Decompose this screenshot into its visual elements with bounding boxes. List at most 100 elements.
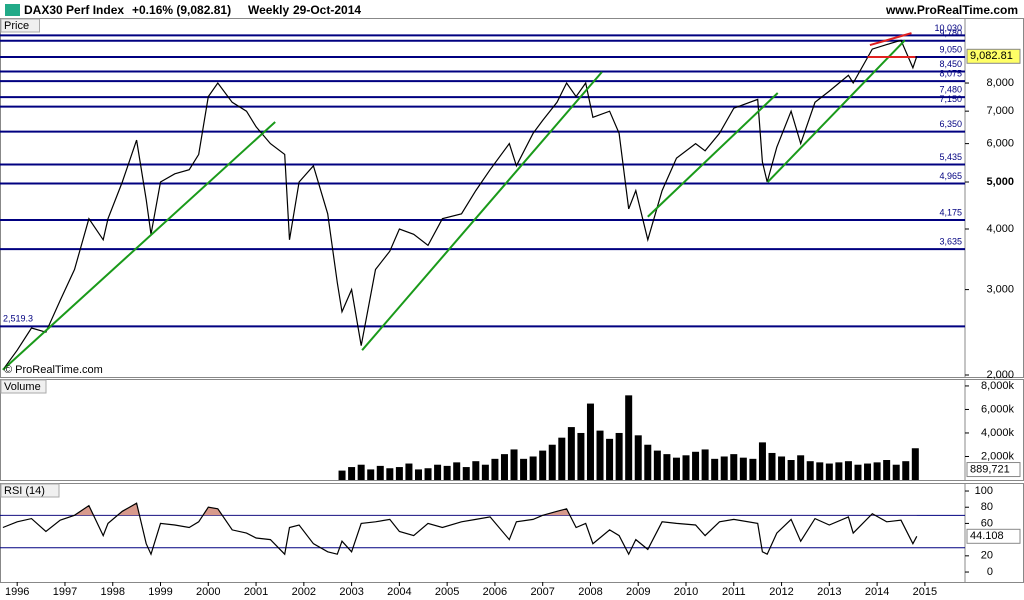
y-tick-label: 5,000 <box>986 176 1014 188</box>
last-value-label: 9,082.81 <box>970 50 1013 62</box>
volume-bar <box>644 444 652 480</box>
plot-area <box>0 32 965 371</box>
level-label: 7,480 <box>939 85 962 95</box>
trendline <box>766 39 906 183</box>
level-label: 8,450 <box>939 59 962 69</box>
volume-bar <box>539 450 547 480</box>
x-tick-label: 2014 <box>865 586 889 598</box>
volume-bar <box>672 457 680 480</box>
x-tick-label: 2005 <box>435 586 459 598</box>
volume-bar <box>892 464 900 480</box>
volume-bar <box>529 456 537 480</box>
level-label: 8,075 <box>939 68 962 78</box>
volume-bar <box>806 461 814 480</box>
volume-bar <box>338 470 346 480</box>
level-label: 10,030 <box>934 23 962 33</box>
trendline <box>2 121 276 371</box>
x-tick-label: 2009 <box>626 586 650 598</box>
x-tick-label: 2010 <box>674 586 698 598</box>
x-tick-label: 1996 <box>5 586 29 598</box>
x-tick-label: 2015 <box>913 586 937 598</box>
volume-bar <box>739 457 747 480</box>
level-label: 9,780 <box>939 28 962 38</box>
x-tick-label: 2012 <box>769 586 793 598</box>
level-label: 4,175 <box>939 207 962 217</box>
volume-bar <box>692 451 700 480</box>
panel-label-box <box>0 18 40 33</box>
y-tick-label: 8,000 <box>986 77 1014 89</box>
volume-bar <box>567 427 575 480</box>
level-label: 3,635 <box>939 237 962 247</box>
trendline <box>869 32 912 47</box>
volume-bar <box>395 467 403 480</box>
level-label: 7,150 <box>939 94 962 104</box>
site: www.ProRealTime.com <box>885 3 1018 17</box>
volume-bar <box>720 456 728 480</box>
volume-bar <box>883 460 891 480</box>
volume-bar <box>854 464 862 480</box>
volume-bar <box>816 462 824 480</box>
y-tick-label: 20 <box>981 550 993 562</box>
volume-bar <box>405 463 413 480</box>
y-tick-label: 80 <box>981 501 993 513</box>
x-tick-label: 2008 <box>578 586 602 598</box>
x-tick-label: 2003 <box>339 586 363 598</box>
volume-bar <box>558 437 566 480</box>
y-tick-label: 2,000 <box>986 369 1014 381</box>
logo-icon <box>5 4 20 16</box>
y-tick-label: 0 <box>987 566 993 578</box>
y-tick-label: 4,000 <box>986 223 1014 235</box>
trendline <box>361 71 603 351</box>
panel-label: RSI (14) <box>4 485 45 497</box>
volume-bar <box>434 464 442 480</box>
panel-label: Price <box>4 20 29 32</box>
volume-bar <box>424 468 432 480</box>
volume-bar <box>864 463 872 480</box>
price-line <box>2 502 918 556</box>
volume-bar <box>663 454 671 480</box>
volume-bar <box>472 461 480 480</box>
volume-bar <box>386 468 394 480</box>
title: DAX30 Perf Index <box>24 3 124 17</box>
volume-bar <box>453 462 461 480</box>
volume-bar <box>596 430 604 480</box>
panel-label-box <box>0 379 47 394</box>
panel-label: Volume <box>4 381 41 393</box>
volume-bar <box>500 454 508 480</box>
volume-bar <box>758 442 766 480</box>
y-tick-label: 100 <box>975 485 993 497</box>
y-tick-label: 8,000k <box>981 380 1015 392</box>
volume-bar <box>682 455 690 480</box>
volume-bar <box>730 454 738 480</box>
y-tick-label: 7,000 <box>986 105 1014 117</box>
volume-bar <box>778 456 786 480</box>
x-tick-label: 1998 <box>101 586 125 598</box>
volume-bar <box>711 458 719 480</box>
volume-bar <box>443 465 451 480</box>
volume-bar <box>510 449 518 480</box>
x-tick-label: 2011 <box>722 586 746 598</box>
x-tick-label: 2002 <box>292 586 316 598</box>
volume-bar <box>701 449 709 480</box>
level-label: 9,050 <box>939 44 962 54</box>
level-label: 6,350 <box>939 119 962 129</box>
volume-bar <box>835 462 843 480</box>
volume-bar <box>902 461 910 480</box>
x-tick-label: 1999 <box>148 586 172 598</box>
trendline <box>647 92 779 218</box>
x-tick-label: 2000 <box>196 586 220 598</box>
x-tick-label: 2007 <box>530 586 554 598</box>
plot-area <box>338 395 919 480</box>
volume-bar <box>797 455 805 480</box>
volume-bar <box>844 461 852 480</box>
level-label: 4,965 <box>939 171 962 181</box>
last-value-box <box>966 528 1021 544</box>
volume-bar <box>577 432 585 480</box>
x-tick-label: 2001 <box>244 586 268 598</box>
y-tick-label: 2,000k <box>981 450 1015 462</box>
volume-bar <box>491 458 499 480</box>
volume-bar <box>481 464 489 480</box>
volume-bar <box>348 467 356 480</box>
